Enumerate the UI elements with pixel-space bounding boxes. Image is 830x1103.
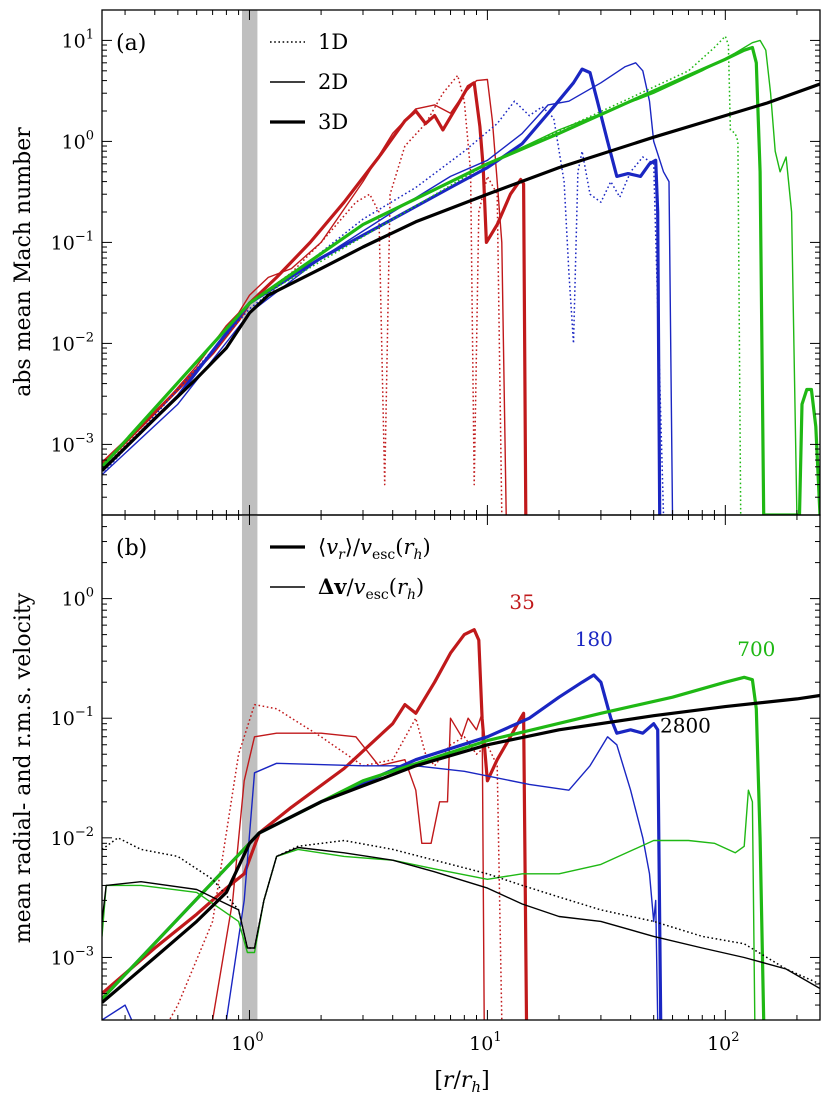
series-black-3D	[102, 82, 820, 472]
plot-frame	[101, 514, 821, 1021]
series-red-thick	[102, 628, 529, 1020]
y-tick-label: 10−1	[51, 705, 94, 730]
annotation-35: 35	[509, 590, 534, 614]
panel-label: (a)	[116, 31, 146, 56]
ylabel-b: mean radial- and r.m.s. velocity	[11, 592, 36, 943]
series-group	[102, 628, 820, 1020]
legend-label: 1D	[318, 30, 348, 54]
series-green-3D	[102, 45, 820, 515]
legend: ⟨vr⟩/vesc(rh) Δv/vesc(rh)	[270, 535, 431, 603]
legend-label: 3D	[318, 110, 348, 134]
series-green-1D	[102, 35, 742, 515]
legend-label: 2D	[318, 70, 348, 94]
legend-label: ⟨vr⟩/vesc(rh)	[318, 535, 431, 563]
y-tick-label: 10−2	[51, 825, 94, 850]
series-blue-thin	[102, 736, 659, 1020]
y-tick-label: 10−1	[51, 229, 94, 254]
annotation-180: 180	[575, 627, 613, 651]
annotation-2800: 2800	[660, 713, 711, 737]
series-blue-3D	[102, 67, 662, 515]
series-red-3D	[102, 81, 528, 515]
y-tick-label: 10−3	[51, 431, 94, 456]
x-tick-label: 102	[707, 1030, 739, 1055]
series-green-thin	[102, 789, 756, 1020]
series-red-thin	[211, 712, 485, 1020]
xlabel: [r/rh]	[434, 1068, 489, 1096]
shaded-band	[241, 10, 258, 515]
y-tick-label: 100	[62, 128, 94, 153]
y-tick-label: 100	[62, 586, 94, 611]
x-tick-label: 100	[231, 1030, 263, 1055]
panel-a: 10−3 10−2 10−1 100 101 (a) 1D 2D 3D	[51, 9, 821, 516]
ylabel-a: abs mean Mach number	[11, 127, 36, 397]
series-group	[102, 35, 820, 515]
series-black-thick	[102, 693, 820, 1004]
legend-label: Δv/vesc(rh)	[318, 574, 424, 603]
shaded-band	[241, 515, 258, 1020]
y-tick-label: 10−3	[51, 944, 94, 969]
series-green-2D	[102, 39, 798, 515]
series-black-thin	[102, 846, 820, 990]
series-blue-2D	[102, 62, 674, 515]
y-tick-label: 10−2	[51, 330, 94, 355]
series-red-2D	[102, 78, 507, 515]
panel-b: 10−3 10−2 10−1 100 100 101 102 (b) ⟨vr⟩/vesc(rh)…	[51, 514, 821, 1055]
y-tick-label: 101	[62, 27, 94, 52]
series-black-dotted	[102, 837, 820, 985]
panel-label: (b)	[116, 536, 147, 561]
series-red-1D	[102, 74, 503, 515]
annotation-700: 700	[737, 637, 775, 661]
series-blue-1D	[102, 100, 665, 515]
x-tick-label: 101	[469, 1030, 501, 1055]
legend: 1D 2D 3D	[270, 30, 348, 134]
